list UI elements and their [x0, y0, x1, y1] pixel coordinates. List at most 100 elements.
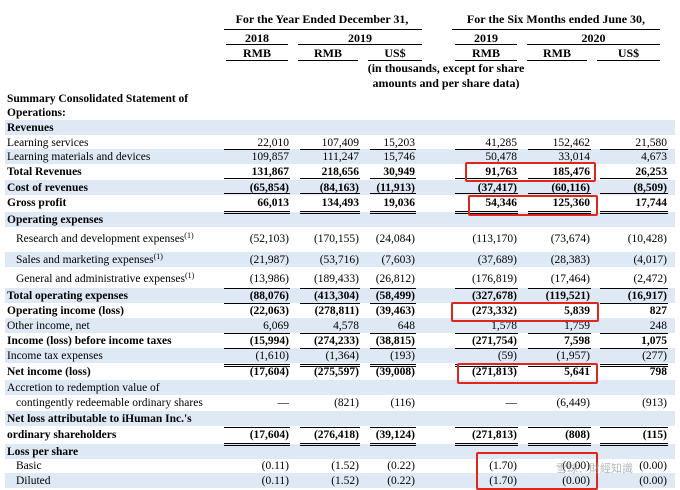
row-label: Net loss attributable to iHuman Inc.'s	[7, 412, 192, 426]
cell-value: (37,417)	[477, 182, 517, 194]
header-rule	[298, 44, 422, 45]
total-rule	[370, 348, 416, 349]
row-label: Accretion to redemption value of	[7, 381, 160, 395]
cell-value: (0.00)	[562, 475, 590, 487]
total-rule	[300, 443, 360, 446]
total-rule	[370, 303, 416, 304]
cell-value: (15,994)	[249, 335, 289, 347]
row-label-text: Basic	[16, 460, 42, 472]
cell-value: 1,578	[491, 320, 517, 332]
total-rule	[224, 211, 290, 214]
cell-value: 30,949	[383, 166, 415, 178]
statement-title: Operations:	[7, 107, 66, 119]
total-rule	[600, 149, 668, 150]
currency-col2: RMB	[314, 46, 342, 60]
cell-value: 41,285	[485, 137, 517, 149]
row-label-text: Learning materials and devices	[7, 151, 151, 163]
total-rule	[224, 149, 290, 150]
cell-value: (59)	[497, 350, 517, 362]
row-label: Diluted	[16, 474, 51, 488]
statement-title: Summary Consolidated Statement of	[7, 93, 189, 105]
row-label: Gross profit	[7, 196, 66, 210]
row-band	[5, 411, 675, 426]
footnote-ref: (1)	[184, 231, 194, 240]
cell-value: (88,076)	[249, 290, 289, 302]
cell-value: (275,597)	[313, 366, 359, 378]
cell-value: (808)	[565, 429, 590, 441]
total-rule	[370, 149, 416, 150]
cell-value: (176,819)	[471, 273, 517, 285]
total-rule	[370, 364, 416, 367]
highlight-gross-profit	[468, 195, 598, 216]
cell-value: 131,867	[251, 166, 289, 178]
row-label-text: Learning services	[7, 137, 89, 149]
cell-value: 5,641	[564, 366, 590, 378]
currency-col6: US$	[617, 46, 640, 60]
total-rule	[370, 193, 416, 194]
cell-value: 5,839	[564, 305, 590, 317]
total-rule	[455, 443, 518, 446]
row-label-text: Total Revenues	[7, 166, 82, 178]
row-label-text: Net loss attributable to iHuman Inc.'s	[7, 413, 192, 425]
row-label-text: Diluted	[16, 475, 51, 487]
row-label: Net income (loss)	[7, 365, 91, 379]
cell-value: 134,493	[321, 197, 359, 209]
header-rule	[226, 60, 288, 61]
row-label: Cost of revenues	[7, 181, 88, 195]
cell-value: (189,433)	[313, 273, 359, 285]
total-rule	[300, 333, 360, 334]
cell-value: 91,763	[485, 166, 517, 178]
cell-value: (39,008)	[375, 366, 415, 378]
cell-value: (1.70)	[489, 460, 517, 472]
cell-value: (193)	[390, 350, 415, 362]
total-rule	[300, 364, 360, 367]
cell-value: (17,604)	[249, 429, 289, 441]
cell-value: 111,247	[322, 151, 359, 163]
row-label: Total operating expenses	[7, 289, 128, 303]
cell-value: 1,759	[564, 320, 590, 332]
cell-value: (271,754)	[471, 335, 517, 347]
row-label-text: Income (loss) before income taxes	[7, 335, 172, 347]
row-band	[5, 444, 675, 459]
total-rule	[600, 348, 668, 349]
year-2019: 2019	[348, 31, 372, 45]
cell-value: 248	[649, 320, 667, 332]
cell-value: 15,746	[383, 151, 415, 163]
total-rule	[224, 288, 290, 289]
currency-col3: US$	[384, 46, 406, 60]
total-rule	[224, 193, 290, 194]
total-rule	[300, 348, 360, 349]
cell-value: (0.00)	[639, 460, 667, 472]
cell-value: 17,744	[635, 197, 667, 209]
cell-value: (53,716)	[319, 254, 359, 266]
footnote-ref: (1)	[153, 252, 163, 261]
total-rule	[600, 364, 668, 367]
row-label: Total Revenues	[7, 165, 82, 179]
header-rule	[368, 60, 422, 61]
row-label-text: Other income, net	[7, 320, 90, 332]
cell-value: (327,678)	[471, 290, 517, 302]
cell-value: 125,360	[552, 197, 590, 209]
cell-value: 50,478	[485, 151, 517, 163]
cell-value: (273,332)	[471, 305, 517, 317]
header-rule	[226, 44, 288, 45]
total-rule	[528, 193, 591, 194]
row-label-text: Gross profit	[7, 197, 67, 209]
cell-value: (37,689)	[477, 254, 517, 266]
cell-value: (1.52)	[331, 460, 359, 472]
row-label-text: contingently redeemable ordinary shares	[16, 397, 203, 409]
cell-value: (17,464)	[550, 273, 590, 285]
row-label-text: Operating expenses	[7, 214, 104, 226]
row-label-text: Loss per share	[7, 446, 79, 458]
row-label-text: Net income (loss)	[7, 366, 91, 378]
total-rule	[600, 211, 668, 214]
total-rule	[224, 333, 290, 334]
row-label: ordinary shareholders	[7, 428, 116, 442]
cell-value: (1,957)	[556, 350, 590, 362]
cell-value: 152,462	[552, 137, 590, 149]
cell-value: (913)	[642, 397, 667, 409]
row-label-text: General and administrative expenses	[16, 273, 185, 285]
row-label: Operating expenses	[7, 213, 103, 227]
cell-value: (84,163)	[319, 182, 359, 194]
cell-value: (276,418)	[313, 429, 359, 441]
